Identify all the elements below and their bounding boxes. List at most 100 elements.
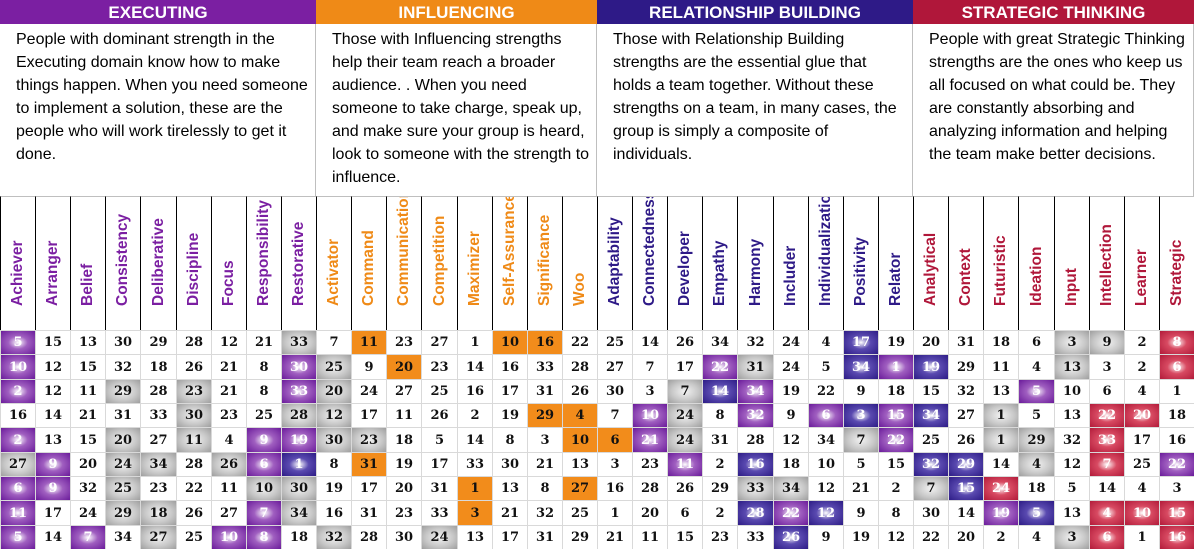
rank-cell: 14 <box>702 379 737 403</box>
rank-cell: 2 <box>457 403 492 427</box>
rank-cell: 5 <box>0 330 35 354</box>
rank-cell: 12 <box>316 403 351 427</box>
rank-cell: 15 <box>913 379 948 403</box>
rank-cell: 14 <box>35 403 70 427</box>
rank-cell: 19 <box>843 525 878 549</box>
rank-cell: 23 <box>421 354 457 379</box>
rank-cell: 24 <box>983 476 1018 500</box>
rank-cell: 15 <box>667 525 702 549</box>
rank-cell: 11 <box>983 354 1018 379</box>
rank-cell: 7 <box>316 330 351 354</box>
rank-cell: 10 <box>1124 500 1159 525</box>
rank-cell: 24 <box>773 330 808 354</box>
rank-cell: 12 <box>35 379 70 403</box>
rank-cell: 32 <box>1054 427 1089 452</box>
rank-cell: 6 <box>1159 354 1194 379</box>
rank-cell: 29 <box>105 379 140 403</box>
rank-cell: 33 <box>140 403 176 427</box>
rank-cell: 31 <box>527 379 562 403</box>
rank-cell: 28 <box>737 500 773 525</box>
rank-cell: 14 <box>35 525 70 549</box>
rank-cell: 27 <box>140 525 176 549</box>
rank-cell: 13 <box>983 379 1018 403</box>
rank-cell: 11 <box>351 330 386 354</box>
rank-cell: 5 <box>0 525 35 549</box>
rank-cell: 5 <box>808 354 843 379</box>
column-header-label: Relator <box>887 252 904 306</box>
rank-cell: 16 <box>0 403 35 427</box>
rank-cell: 6 <box>808 403 843 427</box>
rank-cell: 32 <box>948 379 983 403</box>
rank-cell: 17 <box>421 452 457 476</box>
rank-cell: 24 <box>667 427 702 452</box>
rank-cell: 5 <box>421 427 457 452</box>
rank-cell: 25 <box>246 403 281 427</box>
rank-cell: 9 <box>808 525 843 549</box>
rank-cell: 21 <box>527 452 562 476</box>
rank-cell: 4 <box>562 403 597 427</box>
rank-cell: 2 <box>1124 330 1159 354</box>
rank-cell: 23 <box>211 403 246 427</box>
rank-cell: 16 <box>457 379 492 403</box>
rank-cell: 17 <box>492 525 527 549</box>
rank-cell: 14 <box>457 354 492 379</box>
rank-cell: 20 <box>105 427 140 452</box>
rank-cell: 19 <box>878 330 913 354</box>
influencing-domain-header: INFLUENCING <box>316 0 597 24</box>
rank-cell: 11 <box>0 500 35 525</box>
column-header-label: Analytical <box>922 232 939 306</box>
rank-cell: 17 <box>492 379 527 403</box>
rank-cell: 31 <box>421 476 457 500</box>
column-header-developer: Developer <box>667 196 702 330</box>
rank-cell: 8 <box>527 476 562 500</box>
rank-cell: 33 <box>457 452 492 476</box>
rank-cell: 10 <box>492 330 527 354</box>
column-header-maximizer: Maximizer <box>457 196 492 330</box>
column-header-empathy: Empathy <box>702 196 737 330</box>
rank-cell: 1 <box>281 452 316 476</box>
column-header-label: Futuristic <box>992 235 1009 306</box>
rank-cell: 26 <box>211 452 246 476</box>
rank-cell: 12 <box>878 525 913 549</box>
relationship-domain-header: RELATIONSHIP BUILDING <box>597 0 913 24</box>
rank-cell: 21 <box>597 525 632 549</box>
rank-cell: 21 <box>211 379 246 403</box>
rank-cell: 22 <box>878 427 913 452</box>
rank-cell: 21 <box>632 427 667 452</box>
rank-cell: 26 <box>176 354 211 379</box>
rank-cell: 18 <box>1159 403 1194 427</box>
rank-cell: 29 <box>140 330 176 354</box>
rank-cell: 32 <box>737 403 773 427</box>
rank-cell: 19 <box>281 427 316 452</box>
rank-cell: 30 <box>176 403 211 427</box>
rank-cell: 26 <box>948 427 983 452</box>
rank-cell: 19 <box>492 403 527 427</box>
rank-cell: 16 <box>316 500 351 525</box>
column-header-discipline: Discipline <box>176 196 211 330</box>
rank-cell: 13 <box>457 525 492 549</box>
column-header-label: Responsibility <box>255 200 272 306</box>
rank-cell: 14 <box>1089 476 1124 500</box>
rank-cell: 31 <box>948 330 983 354</box>
column-header-label: Competition <box>430 215 448 306</box>
rank-cell: 34 <box>140 452 176 476</box>
rank-cell: 1 <box>983 427 1018 452</box>
rank-cell: 12 <box>211 330 246 354</box>
rank-cell: 33 <box>527 354 562 379</box>
column-header-label: Activator <box>325 238 342 306</box>
rank-cell: 21 <box>492 500 527 525</box>
relationship-domain-description: Those with Relationship Building strengt… <box>597 24 913 196</box>
rank-cell: 30 <box>281 354 316 379</box>
column-header-label: Arranger <box>44 240 61 306</box>
rank-cell: 13 <box>1054 403 1089 427</box>
rank-cell: 30 <box>316 427 351 452</box>
rank-cell: 5 <box>1018 500 1054 525</box>
rank-cell: 8 <box>246 354 281 379</box>
rank-cell: 4 <box>1089 500 1124 525</box>
column-header-intellection: Intellection <box>1089 196 1124 330</box>
rank-cell: 24 <box>351 379 386 403</box>
rank-cell: 33 <box>737 476 773 500</box>
rank-cell: 8 <box>702 403 737 427</box>
rank-cell: 10 <box>562 427 597 452</box>
